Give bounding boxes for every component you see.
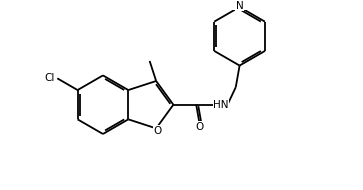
Text: HN: HN (213, 100, 229, 110)
Text: O: O (196, 122, 204, 132)
Text: N: N (236, 1, 244, 11)
Text: Cl: Cl (44, 73, 54, 83)
Text: O: O (154, 126, 162, 136)
